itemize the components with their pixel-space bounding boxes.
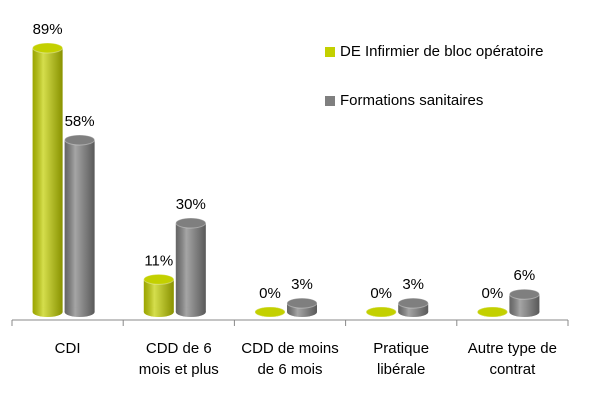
- bar: [508, 288, 540, 317]
- bar: [254, 306, 286, 318]
- legend-swatch: [325, 47, 335, 57]
- bar: [175, 217, 207, 317]
- bar: [286, 297, 318, 317]
- bar-shade: [175, 223, 206, 312]
- value-label: 89%: [33, 21, 63, 38]
- x-tick-label: CDD de 6 mois et plus: [138, 340, 219, 378]
- legend-label: DE Infirmier de bloc opératoire: [340, 43, 543, 60]
- bar-bottom-shade: [32, 307, 63, 317]
- bar-top: [254, 306, 286, 318]
- bar-top: [175, 217, 207, 229]
- value-label: 30%: [176, 196, 206, 213]
- bar-bottom-shade: [287, 307, 317, 317]
- value-label: 6%: [514, 267, 536, 284]
- bar-shade: [509, 294, 540, 312]
- value-label: 3%: [402, 276, 424, 293]
- legend-swatch: [325, 96, 335, 106]
- value-label: 0%: [370, 285, 392, 302]
- bar: [143, 273, 175, 317]
- bar-shade: [32, 48, 63, 312]
- bar: [397, 297, 429, 317]
- value-label: 3%: [291, 276, 313, 293]
- bar-top: [397, 297, 429, 309]
- bar-shade: [143, 279, 174, 312]
- value-label: 11%: [144, 252, 173, 269]
- bar-top: [64, 134, 96, 146]
- bar-bottom-shade: [175, 307, 206, 317]
- bar-bottom-shade: [143, 307, 174, 317]
- bar-bottom-shade: [398, 307, 429, 317]
- value-label: 58%: [65, 113, 95, 130]
- bar-top: [143, 273, 175, 285]
- value-label: 0%: [482, 285, 504, 302]
- value-label: 0%: [259, 285, 281, 302]
- x-tick-label: CDI: [54, 340, 81, 357]
- bar: [365, 306, 397, 318]
- bar-bottom-shade: [64, 307, 95, 317]
- bar-top: [286, 297, 318, 309]
- bar-shade: [64, 139, 95, 312]
- bar-top: [365, 306, 397, 318]
- bar: [476, 306, 508, 318]
- bar: [64, 134, 96, 317]
- legend-label: Formations sanitaires: [340, 92, 483, 109]
- bar-bottom-shade: [509, 307, 540, 317]
- bar: [32, 42, 64, 317]
- x-tick-label: Autre type de contrat: [467, 340, 557, 378]
- bar-top: [476, 306, 508, 318]
- bar-top: [508, 288, 540, 300]
- x-tick-label: Pratique libérale: [373, 340, 430, 378]
- bar-top: [32, 42, 64, 54]
- x-tick-label: CDD de moins de 6 mois: [241, 340, 339, 378]
